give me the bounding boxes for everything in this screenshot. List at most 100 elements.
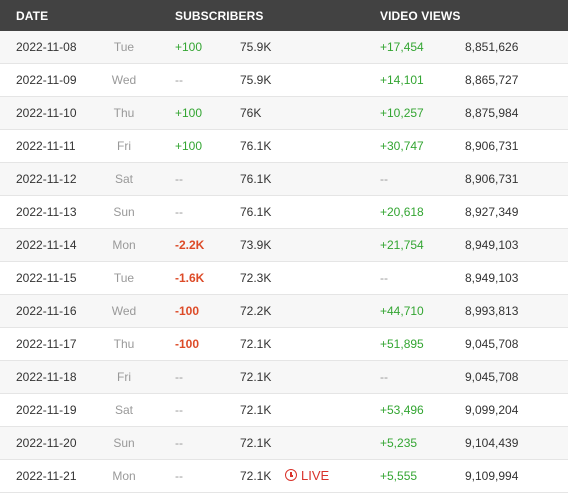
table-row: 2022-11-09 Wed -- 75.9K +14,101 8,865,727 (0, 64, 568, 97)
row-day: Fri (117, 139, 131, 153)
row-views: 8,875,984 (465, 106, 519, 120)
row-subscriber-change: -- (175, 172, 183, 186)
live-indicator: LIVE (285, 468, 329, 483)
row-subscribers: 75.9K (240, 40, 272, 54)
row-day: Tue (113, 40, 135, 54)
row-subscribers: 72.2K (240, 304, 272, 318)
row-view-change: +30,747 (380, 139, 424, 153)
row-views: 9,045,708 (465, 370, 519, 384)
row-view-change: +51,895 (380, 337, 424, 351)
row-date: 2022-11-09 (16, 73, 77, 87)
row-subscriber-change: -- (175, 73, 183, 87)
row-subscriber-change: +100 (175, 40, 203, 54)
row-day: Sun (113, 205, 135, 219)
row-day: Tue (113, 271, 135, 285)
row-date: 2022-11-13 (16, 205, 77, 219)
row-subscribers: 76.1K (240, 139, 272, 153)
row-date: 2022-11-18 (16, 370, 77, 384)
row-date: 2022-11-14 (16, 238, 77, 252)
row-subscriber-change: -2.2K (175, 238, 205, 252)
row-view-change: -- (380, 370, 388, 384)
row-subscribers: 76.1K (240, 205, 272, 219)
row-subscriber-change: -- (175, 403, 183, 417)
row-view-change: +53,496 (380, 403, 424, 417)
row-subscriber-change: -- (175, 205, 183, 219)
row-views: 9,109,994 (465, 469, 519, 483)
row-day: Fri (117, 370, 131, 384)
row-day: Thu (113, 337, 135, 351)
row-view-change: +5,235 (380, 436, 418, 450)
row-subscribers: 73.9K (240, 238, 272, 252)
row-subscriber-change: -100 (175, 304, 200, 318)
row-day: Thu (113, 106, 135, 120)
row-date: 2022-11-21 (16, 469, 77, 483)
table-row: 2022-11-20 Sun -- 72.1K +5,235 9,104,439 (0, 427, 568, 460)
row-subscribers: 75.9K (240, 73, 272, 87)
row-date: 2022-11-15 (16, 271, 77, 285)
table-row: 2022-11-14 Mon -2.2K 73.9K +21,754 8,949,103 (0, 229, 568, 262)
row-view-change: +20,618 (380, 205, 424, 219)
table-row: 2022-11-12 Sat -- 76.1K -- 8,906,731 (0, 163, 568, 196)
row-subscriber-change: +100 (175, 139, 203, 153)
row-views: 8,927,349 (465, 205, 519, 219)
row-date: 2022-11-20 (16, 436, 77, 450)
row-date: 2022-11-11 (16, 139, 76, 153)
row-subscribers: 72.3K (240, 271, 272, 285)
row-subscriber-change: -1.6K (175, 271, 205, 285)
subscribers-column-header: SUBSCRIBERS (175, 9, 264, 23)
clock-icon (285, 469, 297, 481)
row-subscriber-change: -- (175, 436, 183, 450)
row-views: 9,045,708 (465, 337, 519, 351)
row-views: 8,993,813 (465, 304, 519, 318)
row-subscriber-change: +100 (175, 106, 203, 120)
row-subscribers: 76.1K (240, 172, 272, 186)
row-date: 2022-11-19 (16, 403, 77, 417)
video-views-column-header: VIDEO VIEWS (380, 9, 461, 23)
row-views: 8,851,626 (465, 40, 519, 54)
row-subscribers: 72.1K (240, 370, 272, 384)
row-subscriber-change: -100 (175, 337, 200, 351)
table-row: 2022-11-19 Sat -- 72.1K +53,496 9,099,204 (0, 394, 568, 427)
table-body: 2022-11-08 Tue +100 75.9K +17,454 8,851,626 20… (0, 31, 568, 493)
table-row: 2022-11-11 Fri +100 76.1K +30,747 8,906,731 (0, 130, 568, 163)
date-column-header: DATE (16, 9, 49, 23)
row-view-change: +10,257 (380, 106, 424, 120)
table-row: 2022-11-15 Tue -1.6K 72.3K -- 8,949,103 (0, 262, 568, 295)
live-label: LIVE (301, 468, 330, 483)
row-view-change: +21,754 (380, 238, 424, 252)
row-day: Wed (111, 73, 137, 87)
row-date: 2022-11-08 (16, 40, 77, 54)
row-day: Sat (114, 172, 133, 186)
table-row: 2022-11-08 Tue +100 75.9K +17,454 8,851,626 (0, 31, 568, 64)
row-day: Wed (111, 304, 137, 318)
table-row: 2022-11-13 Sun -- 76.1K +20,618 8,927,349 (0, 196, 568, 229)
table-header: DATE SUBSCRIBERS VIDEO VIEWS (0, 0, 568, 31)
table-row: 2022-11-18 Fri -- 72.1K -- 9,045,708 (0, 361, 568, 394)
row-views: 8,865,727 (465, 73, 519, 87)
row-subscribers: 72.1K (240, 436, 272, 450)
table-row: 2022-11-21 Mon -- 72.1K +5,555 9,109,994 LIVE (0, 460, 568, 493)
row-subscriber-change: -- (175, 469, 183, 483)
row-date: 2022-11-16 (16, 304, 77, 318)
row-subscribers: 72.1K (240, 469, 272, 483)
table-row: 2022-11-16 Wed -100 72.2K +44,710 8,993,813 (0, 295, 568, 328)
row-date: 2022-11-12 (16, 172, 77, 186)
row-subscribers: 76K (240, 106, 262, 120)
row-views: 9,099,204 (465, 403, 519, 417)
table-row: 2022-11-17 Thu -100 72.1K +51,895 9,045,708 (0, 328, 568, 361)
table-row: 2022-11-10 Thu +100 76K +10,257 8,875,984 (0, 97, 568, 130)
row-day: Sun (113, 436, 135, 450)
row-views: 9,104,439 (465, 436, 519, 450)
row-views: 8,906,731 (465, 172, 519, 186)
row-day: Mon (112, 238, 136, 252)
row-date: 2022-11-10 (16, 106, 77, 120)
row-subscribers: 72.1K (240, 403, 272, 417)
row-view-change: +14,101 (380, 73, 424, 87)
row-views: 8,906,731 (465, 139, 519, 153)
row-view-change: +44,710 (380, 304, 424, 318)
row-view-change: +17,454 (380, 40, 424, 54)
row-view-change: +5,555 (380, 469, 418, 483)
row-view-change: -- (380, 172, 388, 186)
row-view-change: -- (380, 271, 388, 285)
